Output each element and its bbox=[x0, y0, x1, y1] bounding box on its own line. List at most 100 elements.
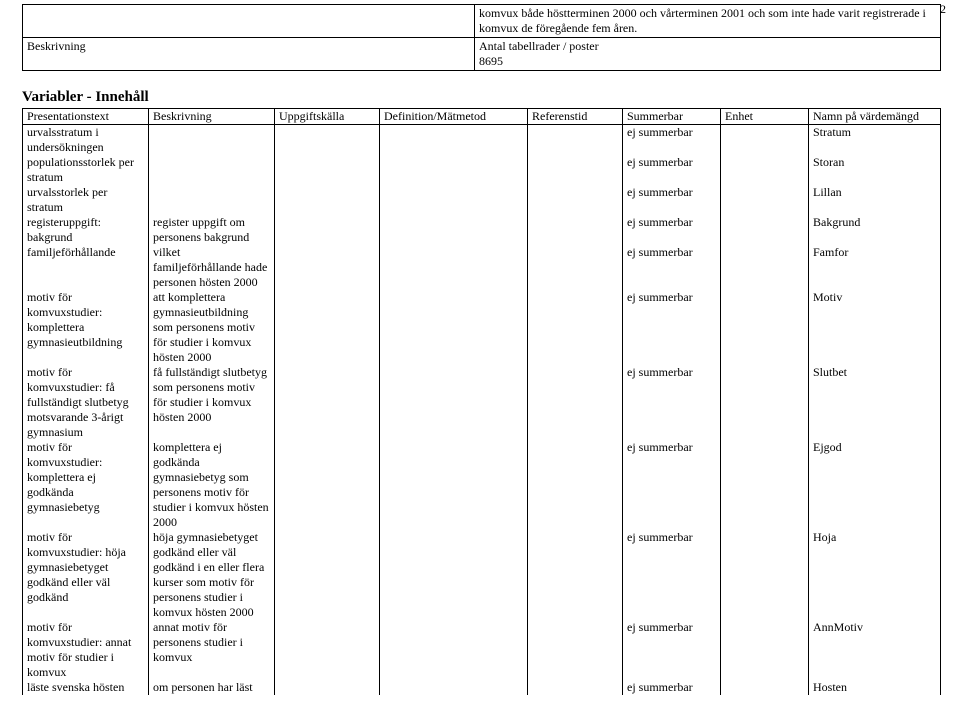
table-cell bbox=[275, 365, 380, 440]
table-cell: registeruppgift: bakgrund bbox=[23, 215, 149, 245]
table-cell bbox=[275, 530, 380, 620]
table-cell: läste svenska hösten bbox=[23, 680, 149, 695]
table-cell bbox=[380, 215, 528, 245]
table-cell: Ejgod bbox=[809, 440, 941, 530]
table-cell: ej summerbar bbox=[623, 530, 721, 620]
table-cell: familjeförhållande bbox=[23, 245, 149, 290]
col-header-enhet: Enhet bbox=[721, 109, 809, 125]
table-cell bbox=[721, 185, 809, 215]
page-number: 2 bbox=[940, 2, 946, 17]
section-title: Variabler - Innehåll bbox=[22, 89, 952, 106]
table-row: registeruppgift: bakgrundregister uppgif… bbox=[23, 215, 941, 245]
table-cell: ej summerbar bbox=[623, 365, 721, 440]
table-cell: Famfor bbox=[809, 245, 941, 290]
table-cell bbox=[528, 680, 623, 695]
table-cell bbox=[149, 125, 275, 156]
table-row: läste svenska höstenom personen har läst… bbox=[23, 680, 941, 695]
table-row: familjeförhållandevilket familjeförhålla… bbox=[23, 245, 941, 290]
table-cell bbox=[528, 440, 623, 530]
table-cell: ej summerbar bbox=[623, 680, 721, 695]
table-cell: ej summerbar bbox=[623, 155, 721, 185]
col-header-definition: Definition/Mätmetod bbox=[380, 109, 528, 125]
document-page: 2 komvux både höstterminen 2000 och vårt… bbox=[0, 0, 960, 703]
table-cell bbox=[721, 155, 809, 185]
table-cell bbox=[528, 620, 623, 680]
table-cell bbox=[528, 155, 623, 185]
table-cell bbox=[149, 155, 275, 185]
table-cell bbox=[275, 290, 380, 365]
table-cell: populationsstorlek per stratum bbox=[23, 155, 149, 185]
table-cell: annat motiv för personens studier i komv… bbox=[149, 620, 275, 680]
table-row: urvalsstorlek per stratum ej summerbar Lil… bbox=[23, 185, 941, 215]
table-cell bbox=[528, 365, 623, 440]
table-row: populationsstorlek per stratum ej summerb… bbox=[23, 155, 941, 185]
table-cell: Lillan bbox=[809, 185, 941, 215]
table-cell: Bakgrund bbox=[809, 215, 941, 245]
table-cell: Stratum bbox=[809, 125, 941, 156]
table-cell: Hosten bbox=[809, 680, 941, 695]
table-cell bbox=[721, 680, 809, 695]
top-row2-value: Antal tabellrader / poster 8695 bbox=[475, 38, 941, 71]
table-row: motiv för komvuxstudier: annat motiv för… bbox=[23, 620, 941, 680]
col-header-presentationstext: Presentationstext bbox=[23, 109, 149, 125]
col-header-summerbar: Summerbar bbox=[623, 109, 721, 125]
table-row: motiv för komvuxstudier: få fullständigt… bbox=[23, 365, 941, 440]
table-cell bbox=[528, 185, 623, 215]
table-cell: motiv för komvuxstudier: komplettera gym… bbox=[23, 290, 149, 365]
top-row2-label: Beskrivning bbox=[23, 38, 475, 71]
top-row1-value: komvux både höstterminen 2000 och vårter… bbox=[475, 5, 941, 38]
table-cell: ej summerbar bbox=[623, 290, 721, 365]
table-cell: register uppgift om personens bakgrund bbox=[149, 215, 275, 245]
table-cell bbox=[380, 185, 528, 215]
table-cell: ej summerbar bbox=[623, 215, 721, 245]
table-cell: ej summerbar bbox=[623, 125, 721, 156]
table-cell: ej summerbar bbox=[623, 440, 721, 530]
table-cell: Motiv bbox=[809, 290, 941, 365]
table-cell: ej summerbar bbox=[623, 185, 721, 215]
top-row1-label bbox=[23, 5, 475, 38]
top-info-table: komvux både höstterminen 2000 och vårter… bbox=[22, 4, 941, 71]
table-cell bbox=[380, 125, 528, 156]
table-row: motiv för komvuxstudier: komplettera ej … bbox=[23, 440, 941, 530]
table-cell bbox=[721, 290, 809, 365]
table-row: urvalsstratum i undersökningen ej summerb… bbox=[23, 125, 941, 156]
table-cell: motiv för komvuxstudier: få fullständigt… bbox=[23, 365, 149, 440]
table-cell bbox=[275, 215, 380, 245]
table-cell: höja gymnasiebetyget godkänd eller väl g… bbox=[149, 530, 275, 620]
table-row: komvux både höstterminen 2000 och vårter… bbox=[23, 5, 941, 38]
col-header-beskrivning: Beskrivning bbox=[149, 109, 275, 125]
table-cell: ej summerbar bbox=[623, 620, 721, 680]
table-header-row: Presentationstext Beskrivning Uppgiftskä… bbox=[23, 109, 941, 125]
table-cell: AnnMotiv bbox=[809, 620, 941, 680]
table-cell: urvalsstorlek per stratum bbox=[23, 185, 149, 215]
table-cell bbox=[275, 155, 380, 185]
table-cell: motiv för komvuxstudier: annat motiv för… bbox=[23, 620, 149, 680]
table-cell bbox=[528, 530, 623, 620]
table-cell: urvalsstratum i undersökningen bbox=[23, 125, 149, 156]
table-cell: få fullständigt slutbetyg som personens … bbox=[149, 365, 275, 440]
table-cell bbox=[721, 440, 809, 530]
table-cell bbox=[721, 365, 809, 440]
col-header-namn: Namn på värdemängd bbox=[809, 109, 941, 125]
table-cell bbox=[380, 155, 528, 185]
table-cell bbox=[275, 185, 380, 215]
table-cell: motiv för komvuxstudier: höja gymnasiebe… bbox=[23, 530, 149, 620]
table-cell bbox=[275, 125, 380, 156]
table-cell: motiv för komvuxstudier: komplettera ej … bbox=[23, 440, 149, 530]
table-cell bbox=[380, 680, 528, 695]
table-cell: Hoja bbox=[809, 530, 941, 620]
table-cell bbox=[275, 245, 380, 290]
table-cell bbox=[721, 125, 809, 156]
table-cell bbox=[380, 365, 528, 440]
table-cell bbox=[149, 185, 275, 215]
table-cell bbox=[721, 530, 809, 620]
table-cell bbox=[721, 215, 809, 245]
table-cell bbox=[380, 290, 528, 365]
table-cell bbox=[721, 620, 809, 680]
table-cell bbox=[528, 215, 623, 245]
col-header-uppgiftskalla: Uppgiftskälla bbox=[275, 109, 380, 125]
table-cell bbox=[380, 245, 528, 290]
table-cell bbox=[275, 620, 380, 680]
table-cell: om personen har läst bbox=[149, 680, 275, 695]
col-header-referenstid: Referenstid bbox=[528, 109, 623, 125]
